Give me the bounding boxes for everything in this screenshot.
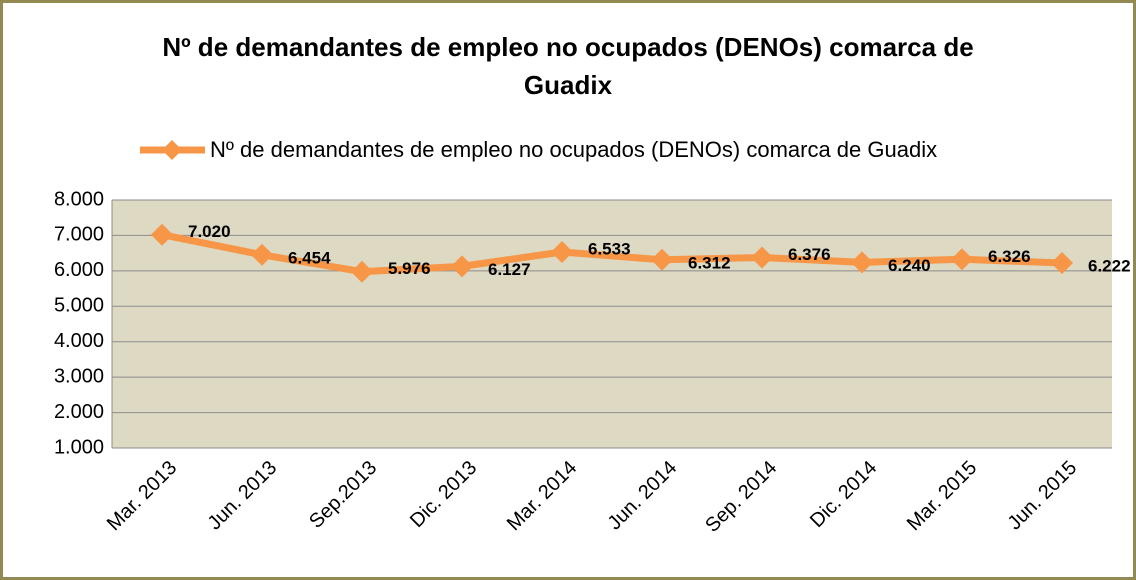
marker (751, 246, 773, 269)
data-label: 5.976 (388, 259, 431, 278)
y-tick-label: 8.000 (54, 188, 104, 210)
y-tick-label: 6.000 (54, 259, 104, 281)
chart-title: Nº de demandantes de empleo no ocupados … (162, 32, 974, 100)
series-line (161, 231, 1063, 276)
marker (1051, 251, 1073, 274)
plot-area (112, 200, 1112, 448)
y-tick-label: 5.000 (54, 295, 104, 317)
data-label: 6.312 (688, 253, 731, 272)
data-label: 6.127 (488, 260, 531, 279)
y-tick-label: 1.000 (54, 436, 104, 458)
marker (251, 243, 273, 266)
marker (451, 255, 473, 278)
data-label: 7.020 (188, 222, 231, 241)
marker (851, 251, 873, 274)
data-label: 6.326 (988, 247, 1031, 266)
y-tick-label: 3.000 (54, 365, 104, 387)
legend-label: Nº de demandantes de empleo no ocupados … (210, 137, 938, 162)
data-label: 6.533 (588, 239, 631, 258)
y-tick-label: 2.000 (54, 401, 104, 423)
marker (351, 260, 373, 283)
y-tick-label: 7.000 (54, 224, 104, 246)
marker (551, 240, 573, 263)
legend-marker (162, 140, 182, 160)
data-label: 6.222 (1088, 256, 1131, 275)
marker (951, 248, 973, 271)
data-label: 6.376 (788, 245, 831, 264)
y-tick-label: 4.000 (54, 330, 104, 352)
data-label: 6.240 (888, 256, 931, 275)
marker (151, 223, 173, 246)
data-label: 6.454 (288, 248, 331, 267)
marker (651, 248, 673, 271)
